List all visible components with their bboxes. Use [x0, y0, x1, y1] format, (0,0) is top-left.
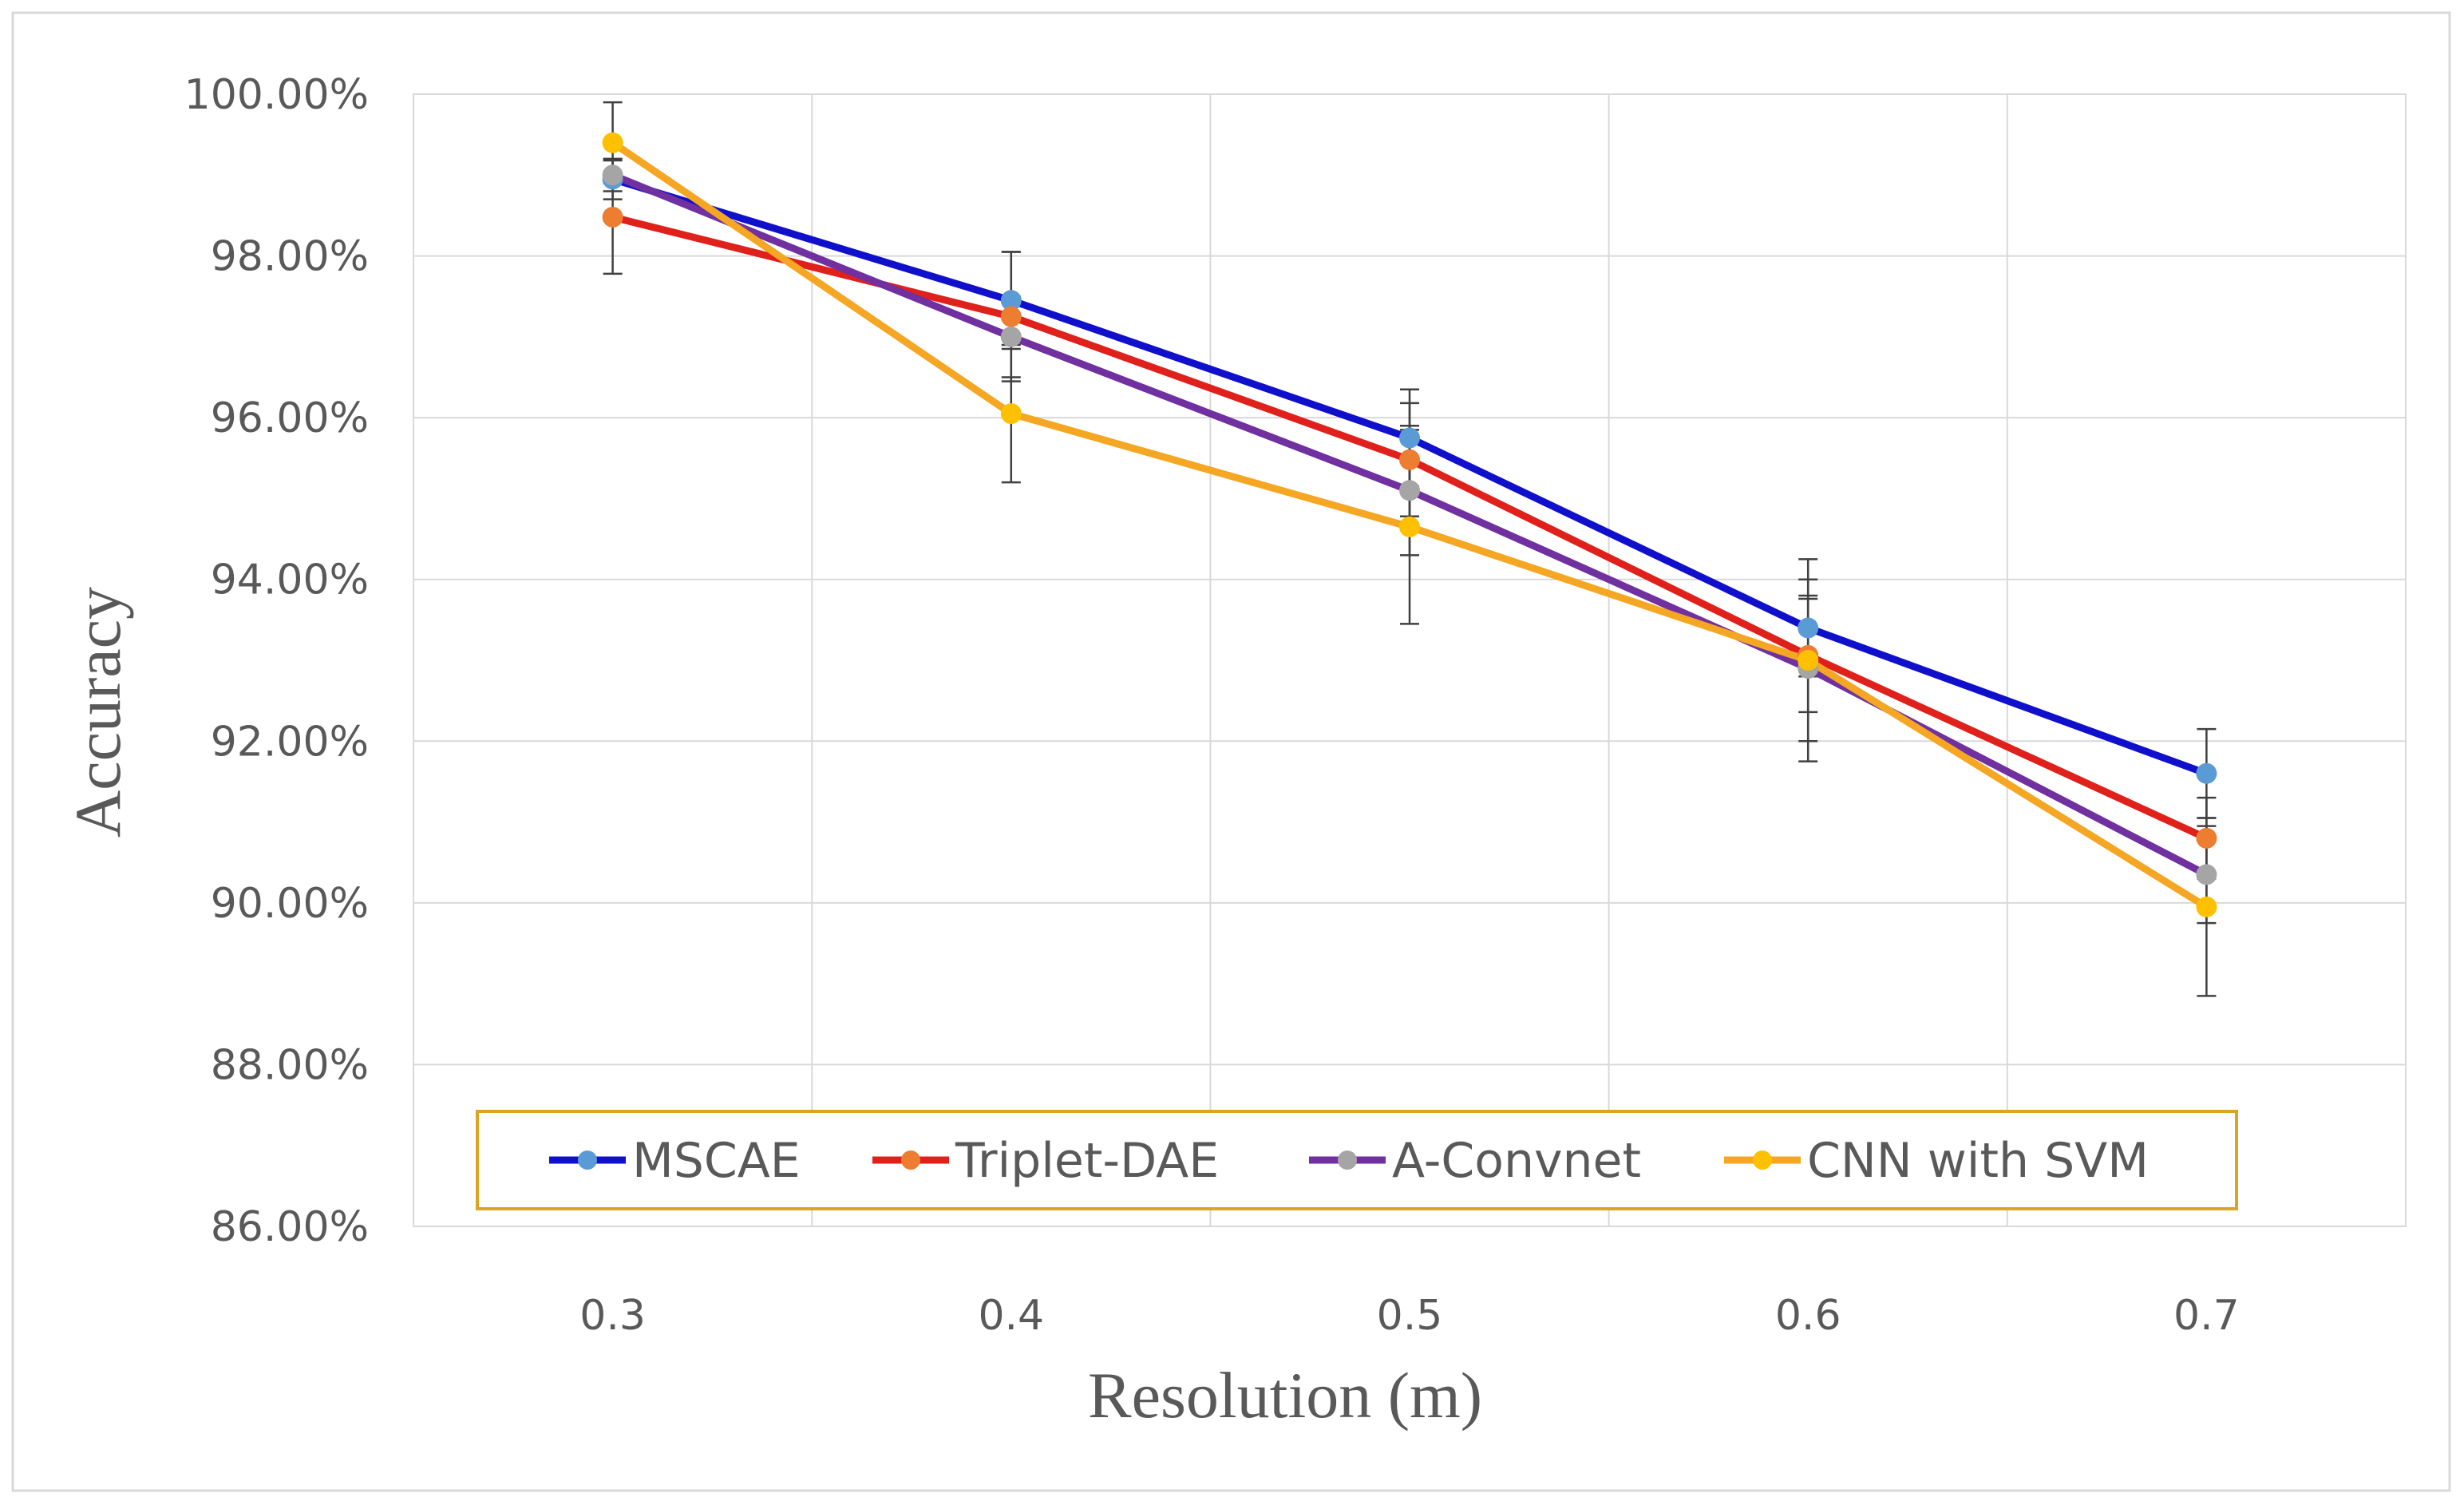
grid-lines — [413, 94, 2406, 1226]
x-tick-label: 0.7 — [2173, 1292, 2240, 1340]
data-point-triplet-dae — [602, 206, 623, 228]
x-axis-title: Resolution (m) — [1088, 1359, 1482, 1432]
data-point-mscae — [1000, 290, 1022, 311]
data-point-mscae — [2196, 762, 2217, 784]
data-point-a-convnet — [1399, 480, 1420, 501]
legend-marker-triplet-dae — [901, 1151, 920, 1170]
legend-label-triplet-dae: Triplet-DAE — [955, 1133, 1219, 1189]
y-axis-title: Accuracy — [61, 587, 134, 838]
y-tick-labels: 86.00% 88.00% 90.00% 92.00% 94.00% 96.00% 98.0… — [184, 71, 369, 1251]
plot-area-border — [413, 93, 2407, 1227]
legend-label-cnn-with-svm: CNN with SVM — [1807, 1133, 2149, 1189]
data-point-mscae — [1798, 617, 1819, 639]
y-tick-label: 88.00% — [211, 1041, 369, 1089]
y-tick-label: 94.00% — [211, 556, 369, 604]
x-tick-label: 0.3 — [579, 1292, 646, 1340]
legend-label-a-convnet: A-Convnet — [1392, 1133, 1641, 1189]
data-point-a-convnet — [602, 164, 623, 186]
data-point-a-convnet — [2196, 864, 2217, 885]
data-point-cnn-with-svm — [602, 132, 623, 153]
legend-marker-cnn-with-svm — [1753, 1151, 1772, 1170]
y-tick-label: 86.00% — [211, 1203, 369, 1251]
y-tick-label: 96.00% — [211, 394, 369, 442]
y-tick-label: 90.00% — [211, 880, 369, 928]
data-point-triplet-dae — [1399, 449, 1420, 470]
chart-border — [11, 11, 2451, 1492]
data-point-cnn-with-svm — [1798, 650, 1819, 671]
y-tick-label: 98.00% — [211, 233, 369, 281]
legend-marker-a-convnet — [1338, 1151, 1357, 1170]
y-tick-label: 92.00% — [211, 718, 369, 766]
data-point-cnn-with-svm — [1399, 516, 1420, 537]
x-tick-label: 0.4 — [978, 1292, 1044, 1340]
series-markers — [602, 132, 2217, 917]
data-point-a-convnet — [1000, 326, 1022, 347]
legend-marker-mscae — [578, 1151, 597, 1170]
data-point-triplet-dae — [2196, 827, 2217, 849]
legend: MSCAE Triplet-DAE A-Convnet CNN with SVM — [476, 1110, 2238, 1210]
data-point-cnn-with-svm — [1000, 403, 1022, 425]
x-tick-label: 0.5 — [1377, 1292, 1443, 1340]
legend-label-mscae: MSCAE — [632, 1133, 801, 1189]
data-point-mscae — [1399, 427, 1420, 449]
y-tick-label: 100.00% — [184, 71, 369, 119]
x-tick-label: 0.6 — [1775, 1292, 1841, 1340]
data-point-cnn-with-svm — [2196, 896, 2217, 917]
x-tick-labels: 0.3 0.4 0.5 0.6 0.7 — [579, 1292, 2240, 1340]
plot-area — [413, 93, 2407, 1227]
data-point-triplet-dae — [1000, 306, 1022, 327]
